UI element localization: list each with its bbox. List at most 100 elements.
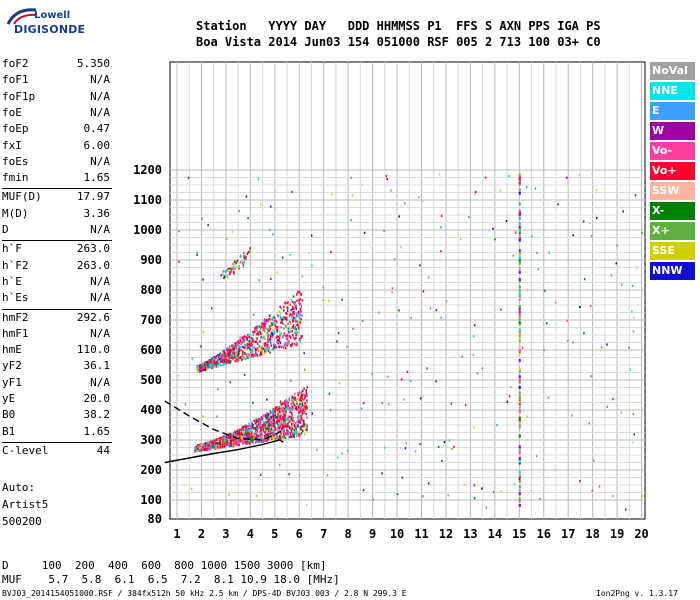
param-row: h`E N/A bbox=[2, 275, 110, 291]
echo-point-2f bbox=[219, 357, 222, 361]
echo-point-2f bbox=[257, 330, 259, 334]
echo-point-f bbox=[284, 418, 286, 422]
echo-point-f bbox=[299, 406, 301, 409]
x-tick-label: 4 bbox=[247, 527, 254, 541]
echo-point-f bbox=[272, 424, 274, 428]
echo-point-2f bbox=[246, 346, 249, 349]
noise-point bbox=[492, 491, 495, 494]
echo-point-2f bbox=[289, 330, 292, 334]
echo-point-2f bbox=[250, 353, 253, 357]
echo-point-f bbox=[277, 415, 279, 419]
noise-point bbox=[451, 448, 453, 451]
echo-point-f bbox=[287, 430, 290, 433]
interference-point bbox=[518, 456, 521, 460]
echo-point-2f bbox=[238, 349, 241, 352]
echo-point-f bbox=[238, 442, 240, 445]
noise-point bbox=[245, 195, 248, 198]
echo-point-f bbox=[208, 447, 211, 451]
echo-point-2f bbox=[261, 352, 263, 356]
echo-point-2f bbox=[278, 310, 280, 313]
echo-point-2f bbox=[267, 346, 270, 349]
echo-point-2f bbox=[295, 343, 297, 347]
echo-point-2f bbox=[298, 338, 301, 341]
echo-point-f bbox=[225, 444, 227, 448]
echo-point-f bbox=[273, 431, 276, 434]
echo-point-f bbox=[303, 401, 305, 404]
interference-point bbox=[518, 202, 521, 206]
echo-point-f bbox=[298, 407, 301, 411]
echo-point-2f bbox=[220, 359, 223, 363]
echo-point-f bbox=[276, 409, 278, 412]
echo-point-f bbox=[232, 439, 235, 442]
echo-point-f bbox=[276, 435, 279, 438]
echo-point-f bbox=[279, 404, 281, 408]
logo-line1: Lowell bbox=[34, 10, 71, 21]
echo-point-2f bbox=[296, 343, 298, 347]
echo-point-2f bbox=[258, 345, 261, 348]
echo-point-2f bbox=[205, 364, 207, 368]
noise-point bbox=[526, 288, 529, 292]
echo-point-f bbox=[216, 441, 218, 445]
noise-point bbox=[226, 440, 228, 443]
noise-point bbox=[281, 412, 284, 415]
x-tick-label: 5 bbox=[271, 527, 278, 541]
echo-point-2f bbox=[251, 348, 254, 352]
echo-point-2f bbox=[243, 356, 246, 359]
param-row: foEs N/A bbox=[2, 155, 110, 171]
echo-point-2f bbox=[234, 356, 236, 360]
noise-point bbox=[418, 196, 420, 199]
echo-point-2f bbox=[206, 363, 209, 366]
echo-point-f bbox=[223, 445, 226, 448]
echo-point-f bbox=[248, 432, 251, 436]
noise-point bbox=[572, 341, 574, 344]
echo-point-2f bbox=[260, 332, 262, 335]
echo-point-f bbox=[278, 423, 281, 427]
x-tick-label: 10 bbox=[390, 527, 404, 541]
echo-point-2f bbox=[264, 344, 266, 347]
echo-point-2f bbox=[245, 344, 247, 347]
echo-point-2f bbox=[252, 354, 255, 358]
echo-point-f bbox=[222, 443, 225, 446]
y-tick-label: 1000 bbox=[133, 223, 162, 237]
echo-point-3f bbox=[249, 249, 251, 252]
interference-point bbox=[518, 485, 521, 488]
echo-point-f bbox=[234, 431, 237, 434]
interference-point bbox=[518, 177, 521, 181]
echo-point-2f bbox=[241, 336, 244, 339]
noise-point bbox=[547, 396, 550, 399]
echo-point-f bbox=[292, 408, 295, 411]
noise-point bbox=[330, 250, 332, 254]
echo-point-2f bbox=[244, 352, 246, 355]
echo-point-f bbox=[224, 441, 226, 444]
echo-point-f bbox=[276, 437, 278, 441]
echo-point-2f bbox=[296, 341, 298, 345]
noise-point bbox=[336, 340, 338, 343]
echo-point-2f bbox=[232, 344, 234, 347]
echo-point-f bbox=[270, 425, 273, 428]
noise-point bbox=[308, 251, 310, 255]
param-name: B1 bbox=[2, 424, 16, 438]
echo-point-f bbox=[237, 433, 240, 436]
echo-point-f bbox=[245, 433, 247, 436]
echo-point-2f bbox=[253, 346, 256, 349]
echo-point-2f bbox=[244, 343, 246, 347]
noise-point bbox=[474, 193, 476, 196]
interference-point bbox=[518, 472, 521, 476]
echo-point-2f bbox=[270, 341, 272, 344]
echo-point-f bbox=[230, 440, 232, 443]
noise-point bbox=[398, 309, 400, 312]
echo-point-3f bbox=[241, 259, 243, 263]
echo-point-f bbox=[224, 438, 227, 442]
echo-point-f bbox=[299, 403, 301, 406]
legend-item: W bbox=[650, 122, 695, 140]
noise-point bbox=[521, 346, 524, 350]
noise-point bbox=[481, 367, 484, 370]
noise-point bbox=[595, 216, 598, 220]
echo-point-2f bbox=[248, 341, 251, 344]
interference-point bbox=[518, 398, 521, 402]
interference-point bbox=[518, 261, 521, 265]
param-name: M(D) bbox=[2, 206, 29, 220]
echo-point-2f bbox=[250, 349, 252, 352]
echo-point-f bbox=[304, 423, 306, 426]
interference-point bbox=[518, 504, 521, 507]
